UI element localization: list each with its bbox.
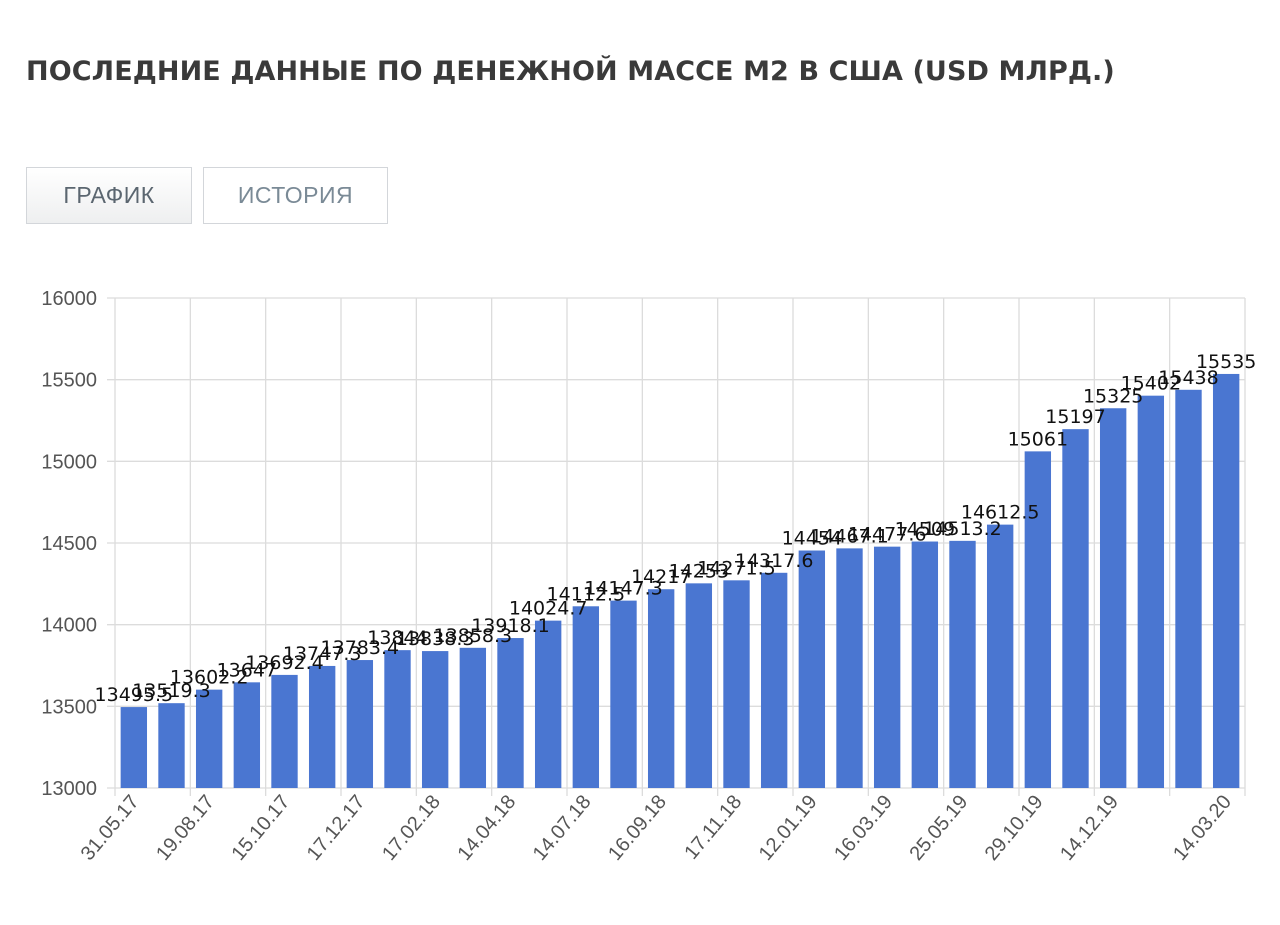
x-tick-label: 12.01.19 bbox=[755, 791, 822, 865]
data-label: 13783.4 bbox=[321, 637, 400, 659]
data-label: 13844 bbox=[367, 627, 427, 649]
bar[interactable] bbox=[572, 606, 600, 788]
bar[interactable] bbox=[798, 550, 826, 788]
data-label: 15061 bbox=[1008, 428, 1068, 450]
x-tick-label: 17.02.18 bbox=[378, 791, 445, 865]
x-tick-label: 14.07.18 bbox=[529, 791, 596, 865]
y-tick-label: 13500 bbox=[41, 696, 97, 718]
data-label: 13602.2 bbox=[170, 667, 249, 689]
bar[interactable] bbox=[195, 689, 223, 788]
bar[interactable] bbox=[836, 548, 863, 788]
grid-lines bbox=[107, 297, 1246, 796]
data-label: 15438 bbox=[1158, 367, 1218, 389]
bar[interactable] bbox=[233, 682, 261, 788]
chart-area: 13495.5 13519.3 13602.2 13647 13692.4 13747.3… bbox=[0, 260, 1280, 900]
bar[interactable] bbox=[873, 546, 901, 788]
data-label: 14513.2 bbox=[923, 518, 1002, 540]
bar[interactable] bbox=[1024, 451, 1052, 788]
bar[interactable] bbox=[271, 674, 298, 788]
y-tick-label: 16000 bbox=[41, 288, 97, 310]
bar[interactable] bbox=[760, 572, 788, 788]
bar[interactable] bbox=[120, 707, 148, 788]
y-tick-label: 15000 bbox=[41, 451, 97, 473]
x-tick-label: 19.08.17 bbox=[152, 791, 219, 865]
data-labels: 13495.513519.313602.21364713692.413747.3… bbox=[95, 351, 1257, 706]
data-label: 14509 bbox=[895, 519, 955, 541]
bars bbox=[120, 373, 1240, 788]
bar[interactable] bbox=[986, 524, 1014, 788]
data-label: 14024.7 bbox=[509, 598, 588, 620]
bar[interactable] bbox=[534, 620, 562, 788]
data-label: 14477.6 bbox=[848, 524, 927, 546]
data-label: 13692.4 bbox=[245, 652, 324, 674]
data-label: 15325 bbox=[1083, 385, 1143, 407]
data-label: 13519.3 bbox=[132, 680, 211, 702]
x-tick-label: 16.09.18 bbox=[604, 791, 671, 865]
x-tick-label: 16.03.19 bbox=[830, 791, 897, 865]
bar[interactable] bbox=[1137, 395, 1165, 788]
bar[interactable] bbox=[1175, 389, 1202, 788]
data-label: 14147.3 bbox=[584, 578, 663, 600]
bar[interactable] bbox=[723, 580, 750, 788]
tab-history[interactable]: ИСТОРИЯ bbox=[203, 167, 388, 224]
bar[interactable] bbox=[685, 583, 713, 788]
data-label: 14317.6 bbox=[735, 550, 814, 572]
data-label: 14271.5 bbox=[697, 557, 776, 579]
y-tick-label: 14000 bbox=[41, 615, 97, 637]
x-tick-label: 25.05.19 bbox=[905, 791, 972, 865]
bar[interactable] bbox=[1062, 429, 1089, 788]
data-label: 14454 bbox=[782, 528, 842, 550]
data-label: 13495.5 bbox=[95, 684, 174, 706]
data-label: 14612.5 bbox=[961, 502, 1040, 524]
data-label: 13858.3 bbox=[434, 625, 513, 647]
data-label: 13838.3 bbox=[396, 628, 475, 650]
x-tick-label: 29.10.19 bbox=[981, 791, 1048, 865]
data-label: 15197 bbox=[1045, 406, 1105, 428]
bar[interactable] bbox=[308, 665, 336, 788]
x-axis: 31.05.17 19.08.17 15.10.17 17.12.17 17.02.18… bbox=[77, 791, 1236, 865]
data-label: 14253 bbox=[669, 560, 729, 582]
bar[interactable] bbox=[949, 540, 976, 788]
x-tick-label: 17.12.17 bbox=[303, 791, 370, 865]
bar[interactable] bbox=[158, 703, 185, 788]
x-tick-label: 14.03.20 bbox=[1169, 791, 1236, 865]
bar[interactable] bbox=[421, 651, 449, 788]
data-label: 13918.1 bbox=[471, 615, 550, 637]
bar[interactable] bbox=[346, 660, 374, 788]
data-label: 15535 bbox=[1196, 351, 1256, 373]
bar[interactable] bbox=[647, 589, 675, 788]
y-tick-label: 15500 bbox=[41, 370, 97, 392]
x-tick-label: 15.10.17 bbox=[227, 791, 294, 865]
tab-chart[interactable]: ГРАФИК bbox=[26, 167, 192, 224]
data-label: 13747.3 bbox=[283, 643, 362, 665]
bar[interactable] bbox=[610, 600, 637, 788]
bar[interactable] bbox=[384, 650, 411, 788]
bar[interactable] bbox=[911, 541, 939, 788]
page-title: ПОСЛЕДНИЕ ДАННЫЕ ПО ДЕНЕЖНОЙ МАССЕ M2 В … bbox=[26, 56, 1115, 87]
x-tick-label: 17.11.18 bbox=[680, 791, 746, 864]
bar[interactable] bbox=[1099, 408, 1127, 788]
data-label: 15402 bbox=[1121, 373, 1181, 395]
bar[interactable] bbox=[1212, 373, 1240, 788]
data-label: 14467.1 bbox=[810, 525, 889, 547]
bar[interactable] bbox=[459, 647, 487, 788]
x-tick-label: 14.04.18 bbox=[453, 791, 520, 865]
data-label: 13647 bbox=[217, 659, 277, 681]
x-tick-label: 31.05.17 bbox=[77, 791, 144, 865]
bar[interactable] bbox=[497, 638, 524, 788]
data-label: 14112.5 bbox=[547, 583, 626, 605]
y-tick-label: 14500 bbox=[41, 533, 97, 555]
y-tick-label: 13000 bbox=[41, 778, 97, 800]
x-tick-label: 14.12.19 bbox=[1056, 791, 1123, 865]
y-axis: 13000 13500 14000 14500 15000 15500 16000 bbox=[41, 288, 97, 800]
m2-bar-chart: 13495.513519.313602.21364713692.413747.3… bbox=[41, 288, 1257, 865]
data-label: 14217 bbox=[631, 566, 691, 588]
